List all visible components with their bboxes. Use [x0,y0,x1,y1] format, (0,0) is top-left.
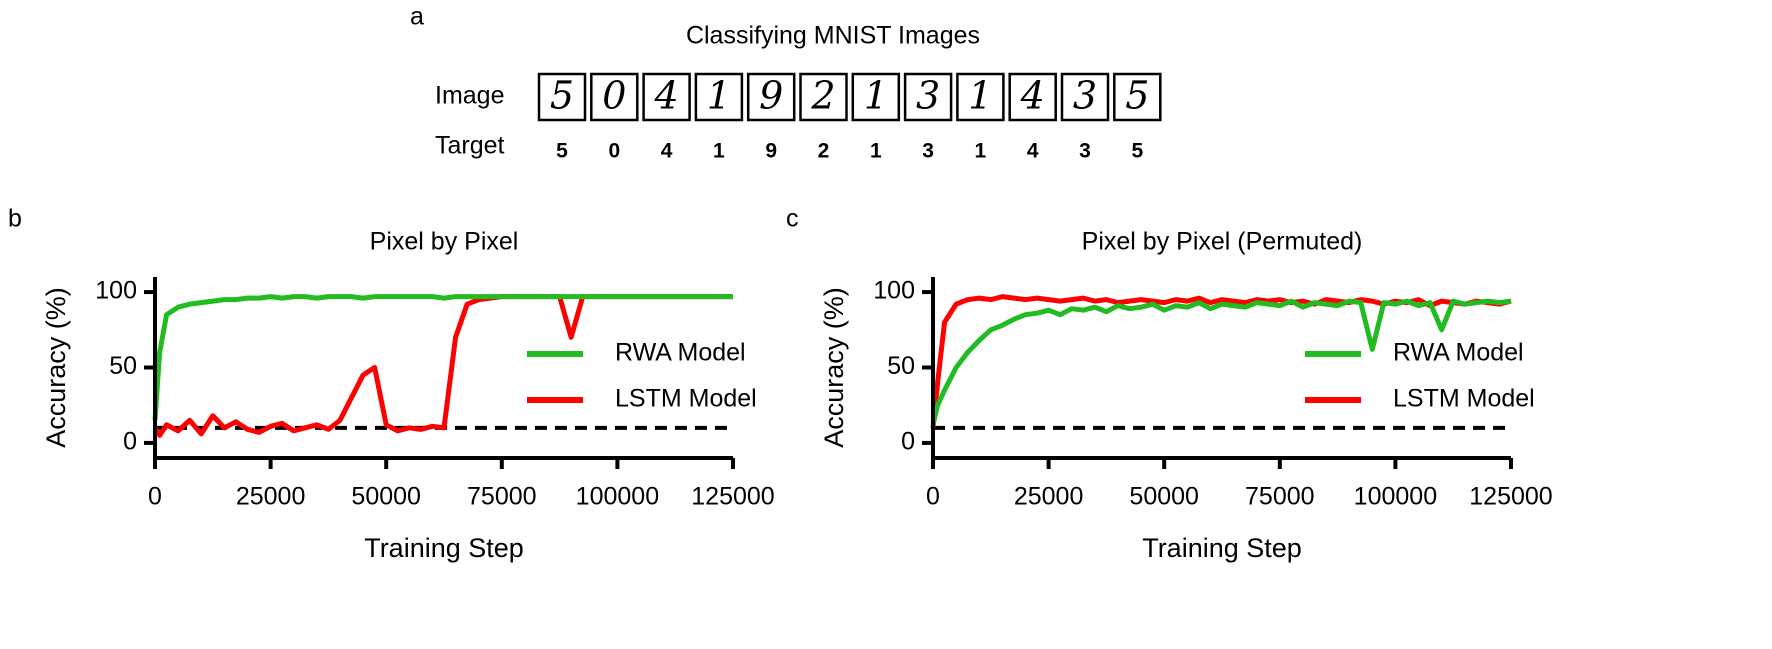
x-tick-label: 75000 [467,483,537,511]
panel-title: Classifying MNIST Images [686,22,980,50]
image-box [799,72,848,122]
target-label: 1 [713,140,725,163]
digit-image: 1 [864,74,888,118]
image-box [694,72,744,122]
digit-image: 2 [810,74,835,118]
image-box [537,72,587,122]
image-box [1113,72,1162,122]
legend-label: LSTM Model [1393,385,1535,413]
image-box [1060,72,1110,122]
legend-label: RWA Model [615,339,746,367]
data-line [152,294,733,421]
y-axis-label: Accuracy (%) [41,287,71,448]
x-axis-label: Training Step [1142,533,1302,563]
image-box [956,72,1005,122]
digit-image: 9 [759,74,783,118]
legend-label: RWA Model [1393,339,1524,367]
digit-image: 0 [602,74,626,118]
target-label: 1 [975,140,987,163]
image-box [851,72,901,122]
row-label: Target [435,132,505,160]
row-label: Image [435,82,504,110]
digit-image: 4 [1020,74,1045,118]
digit-image: 5 [550,74,574,118]
panel-label: c [786,205,799,233]
x-tick-label: 125000 [691,483,774,511]
image-box [1008,72,1057,122]
target-label: 4 [1027,140,1039,163]
digit-image: 5 [1125,74,1149,118]
image-box [903,72,953,122]
panel-label: a [410,3,424,31]
x-tick-label: 0 [148,483,162,511]
digit-image: 3 [916,74,940,118]
y-tick-label: 50 [887,352,915,380]
digit-image: 4 [654,74,679,118]
target-label: 2 [818,140,830,163]
digit-image: 1 [707,74,731,118]
chart-title: Pixel by Pixel [370,228,519,256]
target-label: 4 [661,140,673,163]
x-tick-label: 100000 [576,483,659,511]
digit-image: 3 [1073,74,1097,118]
target-label: 3 [1079,140,1091,163]
image-box [642,72,691,122]
x-tick-label: 100000 [1354,483,1437,511]
x-tick-label: 25000 [1014,483,1084,511]
x-tick-label: 125000 [1469,483,1552,511]
x-tick-label: 50000 [351,483,421,511]
x-tick-label: 75000 [1245,483,1315,511]
x-tick-label: 0 [926,483,940,511]
chart-title: Pixel by Pixel (Permuted) [1082,228,1363,256]
target-label: 0 [608,140,620,163]
panel-label: b [8,205,22,233]
y-tick-label: 0 [901,428,915,456]
x-axis-label: Training Step [364,533,524,563]
x-tick-label: 50000 [1129,483,1199,511]
y-tick-label: 100 [873,277,915,305]
y-tick-label: 0 [123,428,137,456]
y-axis-label: Accuracy (%) [819,287,849,448]
target-label: 1 [870,140,882,163]
target-label: 9 [765,140,777,163]
target-label: 3 [922,140,934,163]
target-label: 5 [556,140,568,163]
image-box [746,72,796,122]
legend-label: LSTM Model [615,385,757,413]
digit-image: 1 [968,74,992,118]
target-label: 5 [1131,140,1143,163]
data-line [930,298,1512,426]
x-tick-label: 25000 [236,483,306,511]
y-tick-label: 50 [109,352,137,380]
image-box [590,72,639,122]
y-tick-label: 100 [95,277,137,305]
